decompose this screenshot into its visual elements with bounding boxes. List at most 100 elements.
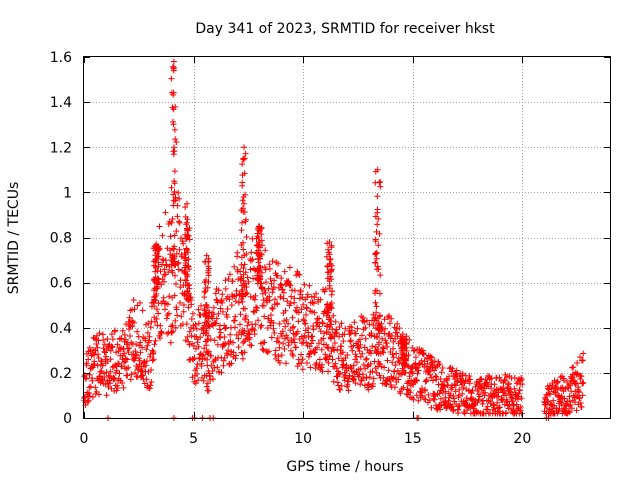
data-point	[258, 285, 265, 291]
data-point	[316, 356, 323, 363]
data-point	[266, 297, 273, 304]
data-point	[116, 370, 123, 377]
data-point	[299, 366, 306, 373]
data-point	[397, 371, 404, 378]
data-point	[238, 227, 245, 234]
data-point	[167, 233, 174, 240]
data-point	[357, 381, 364, 388]
data-point	[172, 103, 179, 110]
data-point	[217, 305, 224, 312]
data-point	[362, 356, 369, 363]
data-point	[514, 406, 521, 412]
data-point	[205, 323, 211, 330]
data-point	[258, 269, 265, 276]
data-point	[338, 382, 345, 389]
data-point	[114, 341, 121, 348]
data-point	[242, 269, 249, 276]
data-point	[328, 304, 334, 311]
data-point	[103, 353, 110, 360]
data-point	[288, 347, 294, 354]
data-point	[246, 334, 253, 341]
data-point	[201, 345, 208, 352]
data-point	[573, 371, 580, 378]
data-point	[163, 315, 170, 322]
data-point	[357, 353, 364, 360]
data-point	[557, 394, 564, 401]
data-point	[374, 166, 381, 173]
data-point	[294, 304, 300, 311]
data-point	[550, 397, 557, 404]
data-point	[459, 390, 466, 397]
data-point	[167, 339, 174, 346]
data-point	[364, 363, 371, 370]
data-point	[263, 279, 269, 286]
data-point	[239, 286, 246, 293]
data-point	[211, 337, 218, 344]
data-point	[303, 311, 309, 318]
data-point	[89, 377, 96, 384]
data-point	[97, 379, 104, 386]
data-point	[374, 221, 381, 228]
data-point	[309, 299, 316, 306]
data-point	[440, 390, 446, 396]
data-point	[203, 383, 210, 390]
data-point	[339, 349, 346, 356]
data-point	[313, 323, 320, 329]
data-point	[150, 356, 157, 363]
data-point	[185, 338, 192, 345]
data-point	[243, 234, 250, 240]
data-point	[516, 387, 523, 393]
data-point	[199, 351, 206, 358]
data-point	[173, 281, 179, 287]
data-point	[437, 376, 444, 382]
data-point	[316, 323, 323, 330]
data-point	[227, 331, 234, 338]
data-point	[546, 386, 552, 393]
data-point	[124, 372, 131, 379]
data-point	[365, 386, 372, 393]
data-point	[183, 321, 190, 327]
data-point	[452, 388, 459, 395]
data-point	[272, 347, 279, 354]
data-point	[103, 392, 110, 399]
data-point	[212, 290, 219, 297]
y-tick-label: 0.2	[50, 366, 72, 382]
data-point	[580, 350, 587, 357]
data-point	[345, 378, 352, 385]
data-point	[219, 308, 226, 315]
data-point	[257, 280, 264, 287]
data-point	[173, 228, 180, 235]
data-point	[172, 272, 178, 279]
data-point	[299, 340, 305, 347]
data-point	[213, 320, 219, 327]
data-point	[188, 301, 195, 308]
data-point	[331, 347, 338, 354]
data-point	[280, 295, 287, 302]
y-tick-label: 0.8	[50, 231, 72, 247]
data-point	[351, 376, 358, 383]
data-point	[300, 301, 307, 308]
data-point	[496, 374, 503, 381]
data-point	[261, 313, 268, 320]
data-point	[232, 313, 239, 320]
data-point	[506, 380, 512, 387]
data-point	[325, 249, 332, 256]
data-point	[239, 219, 245, 226]
data-point	[329, 288, 335, 295]
data-point	[85, 356, 92, 363]
data-point	[330, 378, 337, 385]
data-point	[241, 200, 247, 207]
data-point	[349, 327, 355, 334]
data-point	[171, 243, 178, 250]
data-points	[81, 58, 587, 421]
data-point	[267, 275, 274, 282]
data-point	[238, 275, 245, 282]
data-point	[279, 286, 286, 293]
data-point	[557, 374, 564, 381]
data-point	[238, 282, 245, 289]
data-point	[401, 336, 407, 342]
data-point	[114, 385, 121, 392]
data-point	[411, 347, 418, 354]
data-point	[185, 297, 192, 304]
data-point	[204, 380, 211, 387]
